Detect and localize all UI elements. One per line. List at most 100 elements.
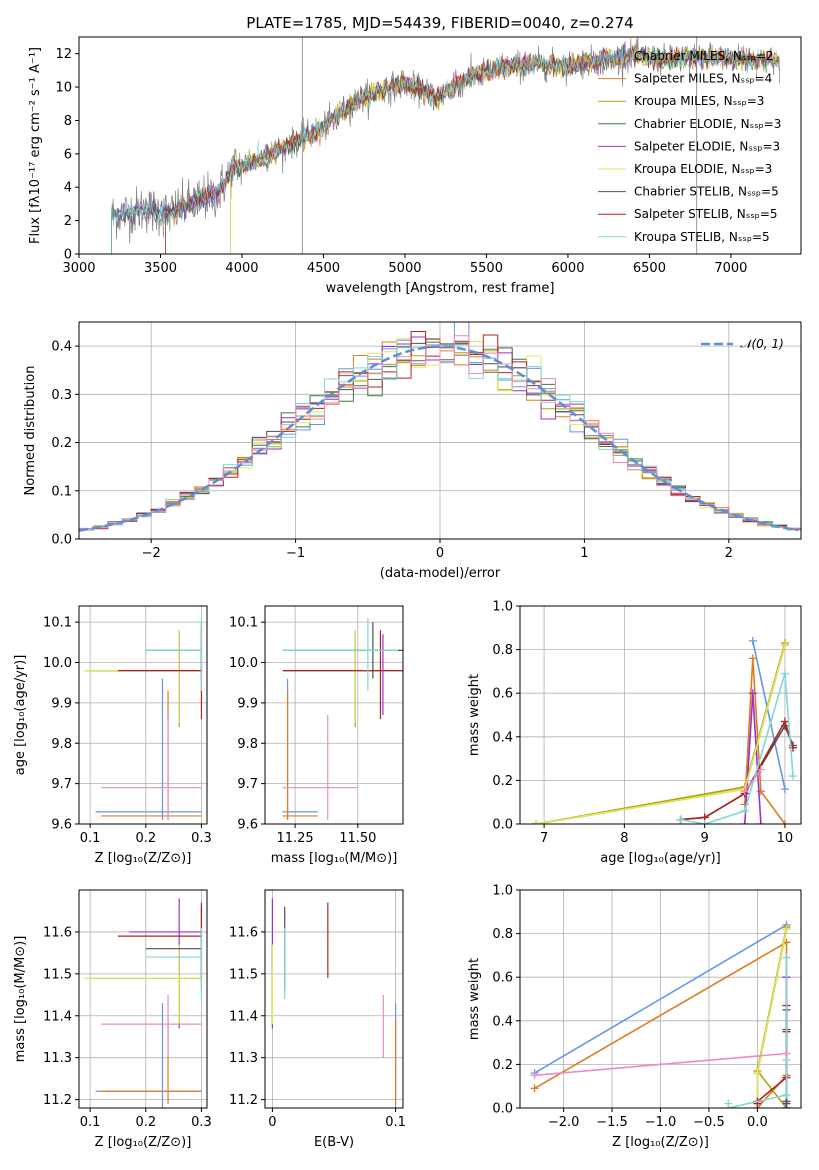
tick-label-y: 9.6 [237,818,258,833]
tick-label-x: 3000 [62,261,95,276]
tick-label-y: 0.0 [492,1102,513,1117]
x-axis-label: (data-model)/error [380,566,501,581]
plot-area [111,37,780,254]
tick-label-y: 9.9 [237,696,258,711]
tick-label-x: 10 [777,831,794,846]
weight-line [534,924,787,1074]
tick-label-y: 0.6 [492,687,513,702]
data-point-marker [700,820,709,824]
ticks: −2 −1 0 1 2 0.0 0.1 0.2 0.3 0.4 [51,340,733,561]
tick-label-x: −1 [286,546,305,561]
model-line-salpeter-elodie [111,41,780,254]
tick-label-y: 0.4 [51,340,72,355]
tick-label-x: 7 [540,831,548,846]
tick-label-y: 0.2 [51,436,72,451]
axes-mass_vs_Z: 0.1 0.2 0.3 11.2 11.3 11.4 11.5 11.6 Z [log₁₀(Z/… [13,889,212,1150]
tick-label-y: 0.8 [492,927,513,942]
tick-label-y: 0.6 [492,971,513,986]
x-axis-label: E(B-V) [314,1135,354,1150]
axes-residuals: −2 −1 0 1 2 0.0 0.1 0.2 0.3 0.4 (data-model)/error… [23,321,802,581]
tick-label-y: 0.2 [492,774,513,789]
tick-label-y: 10.0 [43,656,72,671]
axes-frame [78,321,802,540]
legend-entry: Kroupa STELIB, Nₛₛₚ=5 [634,230,770,244]
axes-frame [78,36,802,255]
tick-label-y: 11.2 [229,1093,258,1108]
tick-label-x: 11.50 [339,831,376,846]
tick-label-y: 12 [55,47,72,62]
weight-line [535,644,786,824]
tick-label-y: 10 [55,81,72,96]
ticks: −2.0 −1.5 −1.0 −0.5 0.0 0.0 0.2 0.4 0.6 0.8 1.0 [492,884,767,1131]
x-axis-label: mass [log₁₀(M/M⊙)] [271,851,398,866]
tick-label-x: 0.2 [135,1115,156,1130]
tick-label-x: 6000 [551,261,584,276]
x-axis-label: wavelength [Angstrom, rest frame] [326,281,555,296]
tick-label-x: 4000 [225,261,258,276]
tick-label-x: 2 [725,546,733,561]
tick-label-y: 9.8 [237,737,258,752]
weight-line [535,644,786,824]
weight-line [680,724,794,821]
tick-label-x: 1 [580,546,588,561]
weight-line [744,658,786,824]
y-axis-label: mass [log₁₀(M/M⊙)] [13,936,28,1063]
plot-area [79,322,801,532]
weight-line [535,642,786,824]
tick-label-y: 9.6 [51,818,72,833]
tick-label-x: 11.25 [276,831,313,846]
legend-entry: Chabrier STELIB, Nₛₛₚ=5 [634,185,779,199]
tick-label-y: 1.0 [492,600,513,615]
plot-area [84,898,203,1108]
tick-label-y: 11.2 [43,1093,72,1108]
chart-title: PLATE=1785, MJD=54439, FIBERID=0040, z=0… [246,14,633,32]
axes-frame [78,889,208,1109]
tick-label-y: 9.7 [51,777,72,792]
legend-entry: Kroupa MILES, Nₛₛₚ=3 [634,94,764,108]
tick-label-y: 2 [64,214,72,229]
legend: Chabrier MILES, Nₛₛₚ=2 Salpeter MILES, Nₛ… [598,49,781,244]
tick-label-y: 11.6 [43,925,72,940]
tick-label-x: 0 [268,1115,276,1130]
axes-frame [519,605,802,825]
axes-age_vs_Z: 0.1 0.2 0.3 9.6 9.7 9.8 9.9 10.0 10.1 Z [log₁₀(Z/… [13,605,212,866]
tick-label-y: 0 [64,248,72,263]
grid [265,606,403,825]
y-axis-label: age [log₁₀(age/yr)] [13,655,28,776]
axes-weight_vs_age: 7 8 9 10 0.0 0.2 0.4 0.6 0.8 1.0 age [log₁₀(age/yr… [467,600,802,866]
data-point-marker [532,820,541,824]
data-point-marker [780,820,789,824]
weight-line [680,673,794,824]
tick-label-x: 7000 [714,261,747,276]
tick-label-y: 10.0 [229,656,258,671]
tick-label-y: 9.7 [237,777,258,792]
tick-label-x: 4500 [307,261,340,276]
legend-entry: Kroupa ELODIE, Nₛₛₚ=3 [634,162,772,176]
grid [265,890,403,1108]
tick-label-y: 4 [64,181,72,196]
tick-label-y: 11.4 [43,1009,72,1024]
plot-area [84,618,203,820]
tick-label-x: 0.0 [747,1115,768,1130]
tick-label-x: −0.5 [693,1115,725,1130]
tick-label-x: 5500 [470,261,503,276]
normal-curve [79,345,799,532]
weight-line [534,1052,787,1077]
model-line-kroupa-stelib [111,46,780,254]
grid [79,606,207,825]
axes-spectrum: 3000 3500 4000 4500 5000 5500 6000 6500 7000 0 2 4 6… [28,36,802,296]
legend-entry: Chabrier ELODIE, Nₛₛₚ=3 [634,117,781,131]
axes-weight_vs_Z: −2.0 −1.5 −1.0 −0.5 0.0 0.0 0.2 0.4 0.6 0.8 1.0 Z [… [467,884,802,1150]
tick-label-y: 0.2 [492,1058,513,1073]
plot-area [282,618,403,820]
tick-label-y: 0.0 [51,533,72,548]
tick-label-y: 11.3 [43,1051,72,1066]
tick-label-y: 0.4 [492,730,513,745]
ticks: 3000 3500 4000 4500 5000 5500 6000 6500 7000 0 2 4 6… [55,47,747,276]
tick-label-x: 0.1 [385,1115,406,1130]
tick-label-x: 5000 [388,261,421,276]
plot-area [271,898,397,1108]
tick-label-y: 0.4 [492,1014,513,1029]
ticks: 0 0.1 11.2 11.3 11.4 11.5 11.6 [229,925,406,1130]
tick-label-x: −1.5 [596,1115,628,1130]
